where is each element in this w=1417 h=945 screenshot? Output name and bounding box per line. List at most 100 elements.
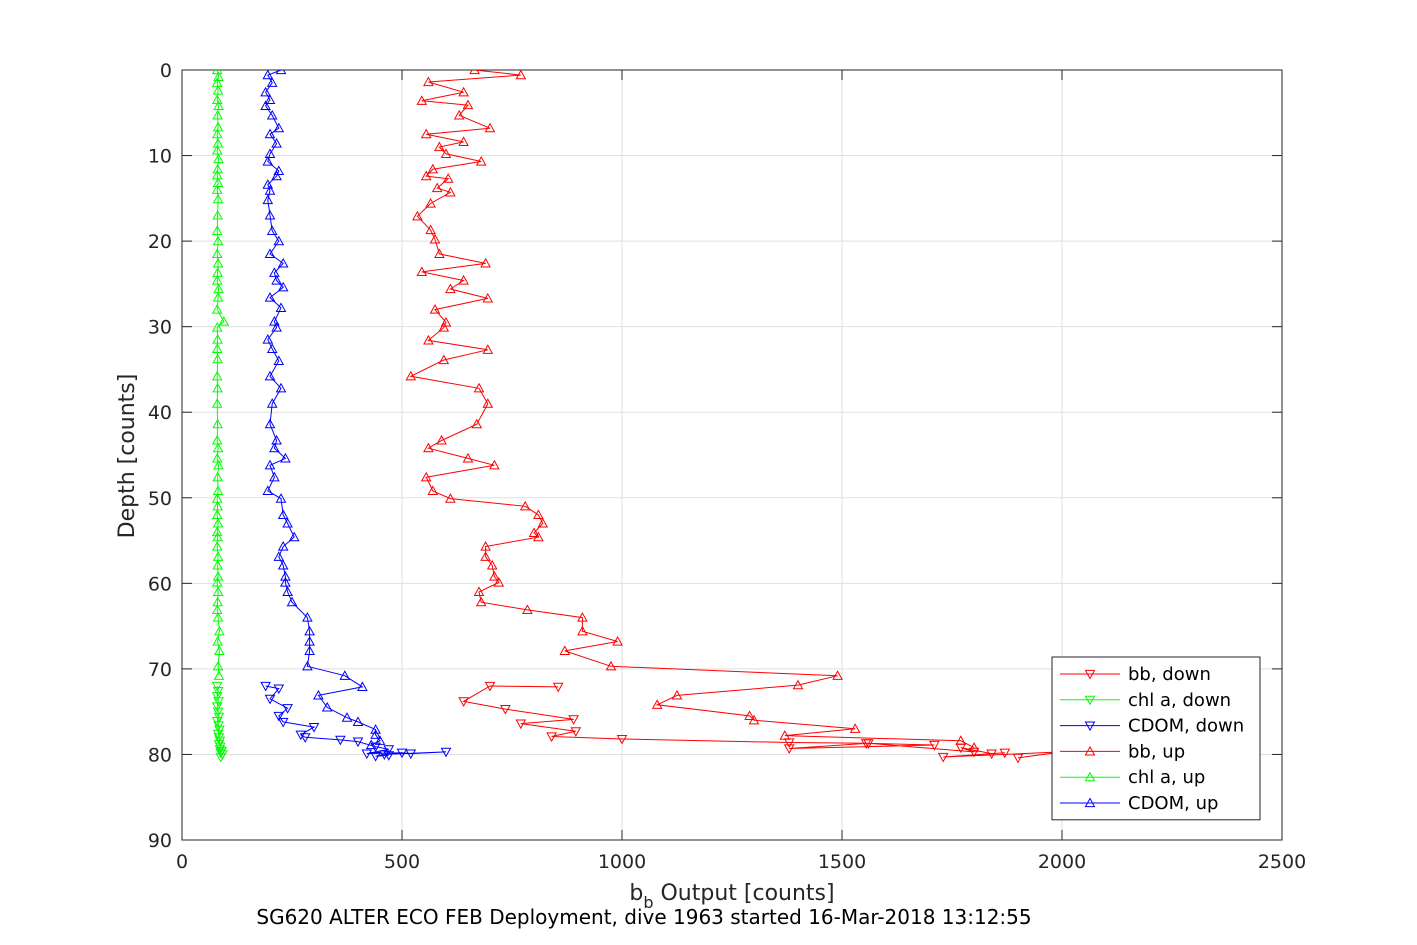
data-point-bb-up — [427, 485, 439, 496]
data-point-cdom-up — [277, 281, 289, 292]
data-point-chl-a-down — [211, 681, 223, 692]
data-point-bb-down — [999, 748, 1011, 759]
data-point-chl-a-down — [212, 707, 224, 718]
data-point-bb-up — [605, 660, 617, 671]
data-point-bb-up — [832, 670, 843, 680]
data-point-cdom-down — [352, 737, 364, 748]
y-tick-label: 90 — [148, 830, 172, 852]
data-point-bb-up — [533, 509, 544, 519]
data-point-chl-a-up — [212, 442, 224, 453]
data-point-bb-up — [427, 163, 439, 174]
data-point-cdom-up — [269, 316, 280, 326]
data-point-bb-down — [546, 732, 557, 743]
data-point-chl-a-up — [211, 343, 223, 354]
data-point-bb-up — [458, 86, 469, 97]
data-point-cdom-down — [405, 749, 417, 760]
data-point-cdom-up — [313, 689, 324, 700]
data-point-cdom-up — [280, 570, 291, 581]
data-point-chl-a-up — [212, 471, 223, 482]
data-point-bb-down — [515, 719, 527, 730]
data-point-chl-a-up — [212, 635, 223, 646]
data-point-cdom-up — [280, 452, 291, 463]
data-point-cdom-up — [271, 138, 282, 148]
data-point-chl-a-up — [211, 248, 223, 259]
data-point-bb-down — [783, 744, 795, 754]
data-point-chl-a-up — [211, 509, 223, 519]
data-point-cdom-up — [266, 398, 278, 408]
data-point-bb-down — [616, 734, 628, 745]
data-point-cdom-up — [277, 541, 289, 551]
data-point-bb-up — [434, 141, 445, 152]
legend-label-chl-a-down: chl a, down — [1128, 690, 1231, 711]
data-point-cdom-up — [262, 156, 274, 166]
series-line-chl-a-up — [216, 70, 225, 676]
data-point-cdom-up — [374, 735, 386, 745]
y-tick-label: 50 — [148, 488, 172, 510]
data-point-chl-a-up — [211, 370, 223, 381]
data-point-bb-up — [423, 442, 434, 453]
data-point-chl-a-up — [218, 316, 230, 326]
data-point-cdom-up — [260, 86, 271, 97]
data-point-chl-a-up — [211, 541, 223, 551]
data-point-bb-up — [438, 321, 450, 332]
data-point-cdom-up — [269, 442, 280, 453]
data-point-bb-up — [405, 370, 417, 381]
data-point-chl-a-up — [212, 551, 224, 561]
x-axis-label: bb Output [counts] — [629, 881, 834, 912]
y-axis-label: Depth [counts] — [115, 374, 140, 539]
data-point-bb-up — [792, 679, 804, 690]
data-point-cdom-up — [341, 712, 353, 722]
data-point-cdom-down — [308, 722, 320, 733]
data-point-chl-a-up — [212, 292, 224, 302]
data-point-cdom-down — [370, 752, 381, 762]
data-point-chl-a-up — [213, 459, 224, 470]
data-point-cdom-up — [266, 343, 278, 354]
data-point-chl-a-down — [214, 736, 226, 747]
data-point-cdom-up — [262, 179, 274, 189]
data-point-cdom-up — [271, 170, 282, 181]
data-point-chl-a-up — [212, 333, 223, 344]
data-point-chl-a-up — [211, 321, 223, 332]
data-point-bb-up — [420, 471, 432, 482]
data-point-cdom-up — [266, 225, 278, 235]
data-point-cdom-up — [275, 382, 287, 393]
data-point-chl-a-down — [212, 687, 224, 697]
data-point-bb-up — [577, 612, 588, 622]
x-tick-label: 500 — [384, 851, 420, 873]
legend-swatch-marker-cdom-up — [1084, 797, 1096, 808]
data-point-cdom-down — [396, 748, 408, 759]
data-point-cdom-up — [282, 586, 293, 596]
series-cdom-down — [260, 681, 452, 762]
figure-caption: SG620 ALTER ECO FEB Deployment, dive 196… — [256, 905, 1031, 929]
data-point-bb-down — [1012, 753, 1024, 764]
data-point-bb-up — [436, 434, 447, 445]
data-point-cdom-up — [304, 645, 315, 656]
series-bb-up — [405, 70, 980, 752]
data-point-cdom-up — [269, 267, 280, 277]
series-chl-a-down — [211, 681, 228, 763]
data-point-bb-up — [480, 551, 491, 561]
legend-swatch-marker-chl-a-up — [1084, 771, 1096, 782]
data-point-cdom-down — [295, 730, 307, 741]
data-point-cdom-up — [321, 701, 333, 712]
data-point-bb-up — [423, 334, 434, 345]
data-point-chl-a-up — [212, 500, 223, 511]
data-point-chl-a-up — [212, 612, 224, 622]
data-point-chl-a-up — [212, 257, 224, 268]
data-point-chl-a-up — [212, 353, 223, 364]
data-point-cdom-up — [275, 493, 287, 503]
x-tick-label: 0 — [176, 851, 188, 873]
data-point-chl-a-up — [211, 184, 223, 194]
data-point-bb-down — [484, 681, 496, 692]
data-point-chl-a-up — [214, 645, 225, 656]
data-point-bb-up — [475, 596, 487, 607]
series-line-bb-up — [409, 70, 975, 749]
data-point-bb-down — [929, 740, 940, 751]
data-point-chl-a-up — [213, 100, 224, 111]
data-point-cdom-down — [383, 745, 395, 755]
data-point-bb-up — [612, 635, 623, 646]
y-tick-label: 70 — [148, 659, 172, 681]
data-point-chl-a-up — [213, 283, 224, 294]
data-point-chl-a-down — [211, 702, 223, 713]
data-point-bb-up — [748, 714, 760, 725]
